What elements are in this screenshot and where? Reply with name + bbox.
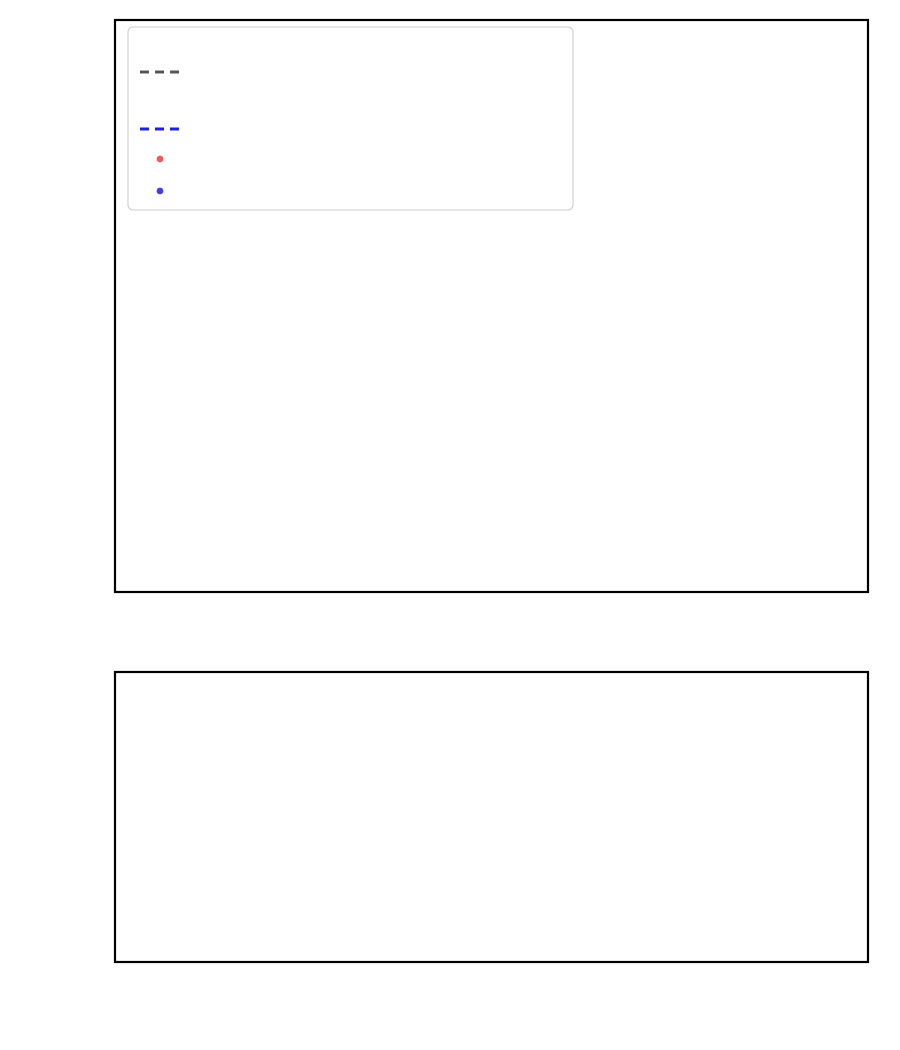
- top-plot-legend: [127, 26, 574, 211]
- legend-handle-corrected-marker: [156, 187, 164, 195]
- legend-handle-raw-marker: [156, 155, 164, 163]
- bottom-plot-background: [115, 672, 868, 962]
- bottom-axes: [113, 670, 870, 964]
- legend-box: [127, 26, 574, 211]
- bottom-plot-spines: [113, 670, 870, 964]
- top-plot-spines: [113, 18, 870, 594]
- top-axes: [113, 18, 870, 594]
